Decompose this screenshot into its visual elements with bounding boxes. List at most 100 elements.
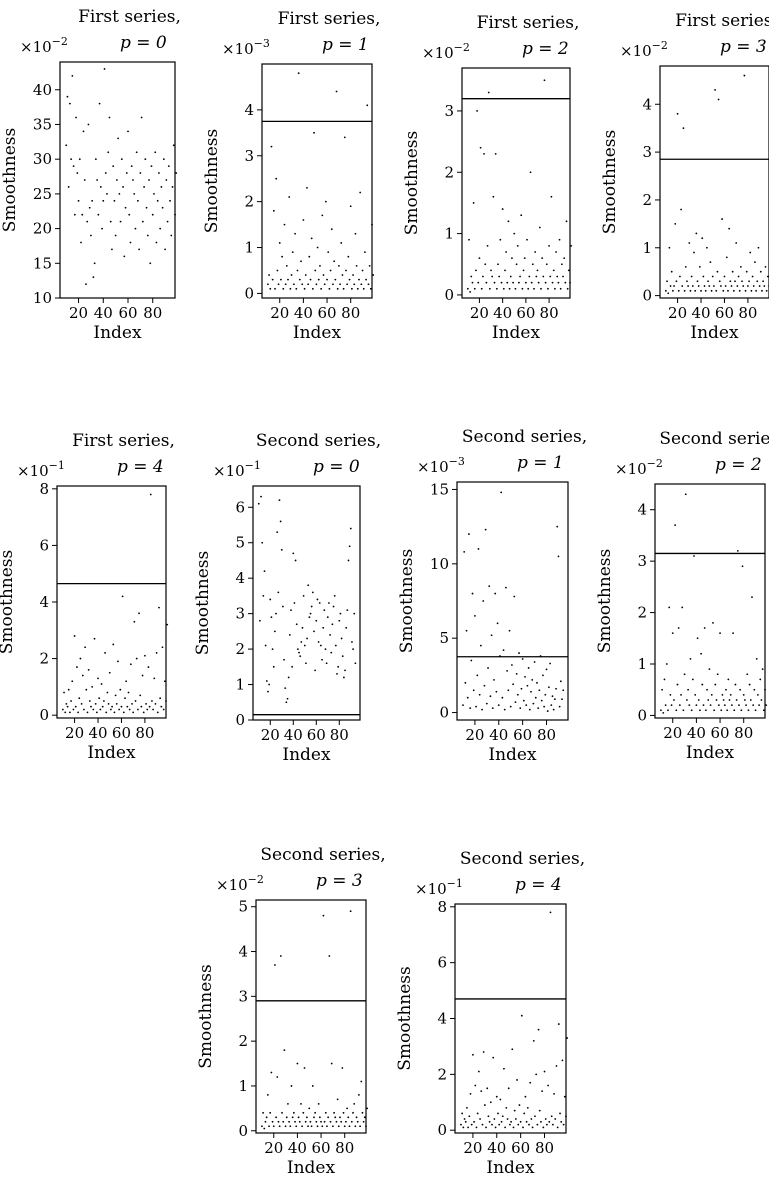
data-point bbox=[759, 270, 762, 273]
data-point bbox=[507, 1087, 510, 1090]
data-point bbox=[339, 612, 342, 615]
data-point bbox=[110, 708, 112, 711]
x-axis-label: Index bbox=[492, 323, 541, 343]
data-point bbox=[327, 251, 330, 254]
x-tick-label: 60 bbox=[513, 726, 532, 744]
data-point bbox=[483, 1104, 486, 1106]
data-point bbox=[106, 691, 109, 694]
y-tick-label: 40 bbox=[33, 81, 52, 99]
data-point bbox=[145, 206, 148, 209]
data-point bbox=[80, 702, 83, 705]
data-point bbox=[522, 1126, 524, 1129]
data-point bbox=[695, 232, 698, 235]
data-point bbox=[531, 263, 534, 266]
y-tick-label: 2 bbox=[235, 640, 245, 658]
data-point bbox=[83, 708, 85, 711]
data-point bbox=[165, 700, 167, 702]
data-point bbox=[535, 275, 538, 278]
data-point bbox=[717, 704, 720, 707]
y-tick-label: 4 bbox=[235, 569, 245, 587]
data-point bbox=[471, 281, 474, 284]
panel-title: Second series, bbox=[460, 849, 585, 869]
data-point bbox=[567, 269, 570, 272]
x-tick-label: 20 bbox=[663, 724, 682, 742]
data-point bbox=[274, 964, 276, 966]
data-point bbox=[562, 1123, 565, 1126]
data-point bbox=[151, 700, 153, 702]
data-point bbox=[124, 697, 126, 700]
data-point bbox=[698, 266, 701, 268]
y-tick-label: 35 bbox=[33, 115, 52, 133]
data-point bbox=[163, 680, 166, 683]
data-point bbox=[134, 227, 137, 230]
data-point bbox=[335, 90, 338, 93]
data-point bbox=[512, 1126, 515, 1129]
data-point bbox=[690, 275, 693, 278]
data-point bbox=[86, 711, 89, 714]
data-point bbox=[520, 687, 523, 690]
data-point bbox=[314, 669, 317, 672]
data-point bbox=[547, 287, 549, 290]
data-point bbox=[350, 287, 353, 290]
data-point bbox=[550, 195, 553, 198]
data-point bbox=[70, 158, 73, 161]
data-point bbox=[682, 709, 685, 712]
data-point bbox=[555, 251, 557, 253]
data-point bbox=[515, 263, 518, 266]
data-point bbox=[259, 619, 261, 622]
data-point bbox=[352, 648, 354, 650]
data-point bbox=[494, 152, 497, 155]
data-point bbox=[332, 605, 335, 608]
data-point bbox=[565, 1115, 567, 1118]
data-point bbox=[334, 644, 337, 647]
data-point bbox=[739, 688, 742, 691]
scale-multiplier-exponent: −1 bbox=[245, 459, 261, 472]
data-point bbox=[127, 130, 129, 133]
data-point bbox=[528, 275, 531, 278]
data-point bbox=[668, 606, 671, 609]
data-point bbox=[720, 285, 722, 287]
data-point bbox=[323, 609, 326, 611]
data-point bbox=[543, 79, 546, 82]
data-point bbox=[687, 688, 690, 691]
data-point bbox=[747, 285, 749, 287]
data-point bbox=[481, 708, 483, 711]
data-point bbox=[520, 1014, 523, 1017]
data-point bbox=[503, 1067, 505, 1070]
data-point bbox=[302, 1111, 305, 1114]
y-tick-label: 15 bbox=[33, 254, 52, 272]
data-point bbox=[701, 683, 704, 686]
data-point bbox=[97, 677, 99, 680]
data-point bbox=[761, 289, 763, 292]
data-point bbox=[674, 524, 677, 527]
data-point bbox=[721, 693, 724, 696]
data-point bbox=[704, 289, 707, 292]
data-point bbox=[684, 493, 687, 496]
x-tick-label: 20 bbox=[69, 304, 88, 322]
data-point bbox=[727, 678, 730, 681]
data-point bbox=[488, 287, 491, 290]
data-point bbox=[516, 244, 519, 247]
data-point bbox=[153, 192, 155, 195]
data-point bbox=[358, 278, 360, 281]
data-point bbox=[740, 709, 743, 712]
data-point bbox=[325, 662, 328, 665]
data-point bbox=[315, 283, 318, 286]
data-point bbox=[755, 289, 758, 292]
y-axis-label: Smoothness bbox=[202, 129, 222, 233]
data-point bbox=[319, 264, 321, 267]
data-point bbox=[293, 283, 295, 286]
data-point bbox=[493, 281, 496, 284]
data-point bbox=[328, 955, 331, 957]
data-point bbox=[269, 598, 272, 601]
scale-multiplier-exponent: −2 bbox=[52, 35, 68, 48]
data-point bbox=[699, 709, 701, 712]
data-point bbox=[476, 674, 479, 677]
y-tick-label: 6 bbox=[437, 954, 447, 972]
data-point bbox=[121, 595, 124, 598]
data-point bbox=[169, 199, 171, 202]
data-point bbox=[286, 697, 289, 700]
data-point bbox=[307, 1125, 309, 1128]
y-tick-label: 4 bbox=[642, 95, 652, 113]
data-point bbox=[710, 693, 713, 696]
